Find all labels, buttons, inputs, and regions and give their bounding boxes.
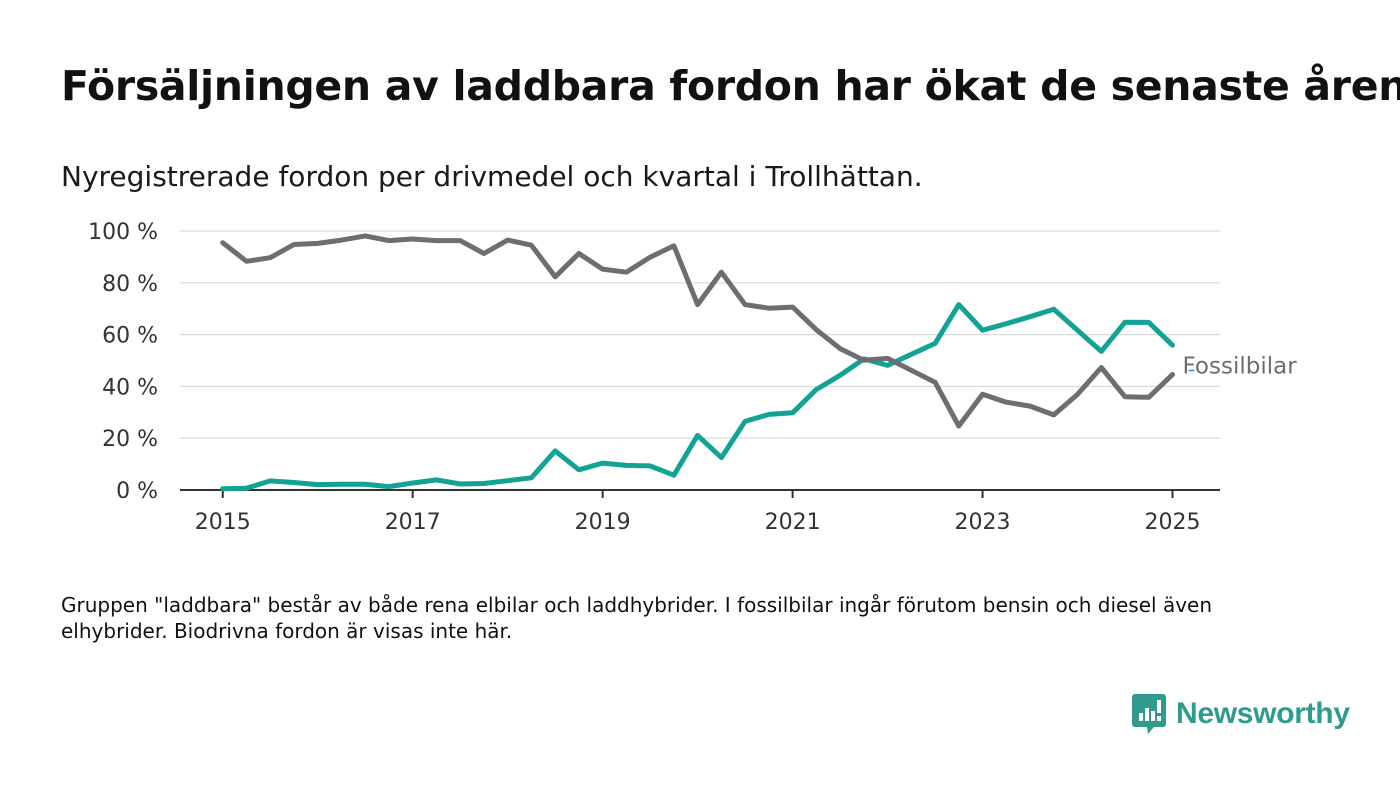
series-label-fossilbilar: Fossilbilar [1183,353,1298,379]
chart-title: Försäljningen av laddbara fordon har öka… [61,62,1400,110]
y-axis-tick-labels: 0 % 20 % 40 % 60 % 80 % 100 % [88,220,158,504]
x-tick-label: 2015 [195,510,251,535]
series-line-fossilbilar [220,233,1175,429]
brand-name: Newsworthy [1176,697,1350,730]
x-axis: 2015 2017 2019 2021 2023 2025 [180,489,1220,535]
x-tick-label: 2025 [1145,510,1201,535]
line-chart: 0 % 20 % 40 % 60 % 80 % 100 % 2015 2017 2019 202… [88,220,1298,535]
x-tick-label: 2019 [575,510,631,535]
x-tick-label: 2023 [955,510,1011,535]
x-tick-label: 2021 [765,510,821,535]
y-tick-label: 40 % [102,375,158,400]
y-tick-label: 100 % [88,220,158,245]
y-tick-label: 20 % [102,427,158,452]
series-line-laddbara [220,302,1175,492]
y-tick-label: 0 % [116,479,158,504]
y-tick-label: 60 % [102,324,158,349]
newsworthy-logo[interactable]: Newsworthy [1132,692,1350,736]
chart-subtitle: Nyregistrerade fordon per drivmedel och … [61,160,923,193]
series-labels: Fossilbilar [1183,353,1298,379]
x-tick-label: 2017 [385,510,441,535]
series-lines [220,233,1175,492]
newsworthy-chart-icon [1132,694,1166,734]
y-tick-label: 80 % [102,272,158,297]
footnote: Gruppen "laddbara" består av både rena e… [61,593,1213,643]
